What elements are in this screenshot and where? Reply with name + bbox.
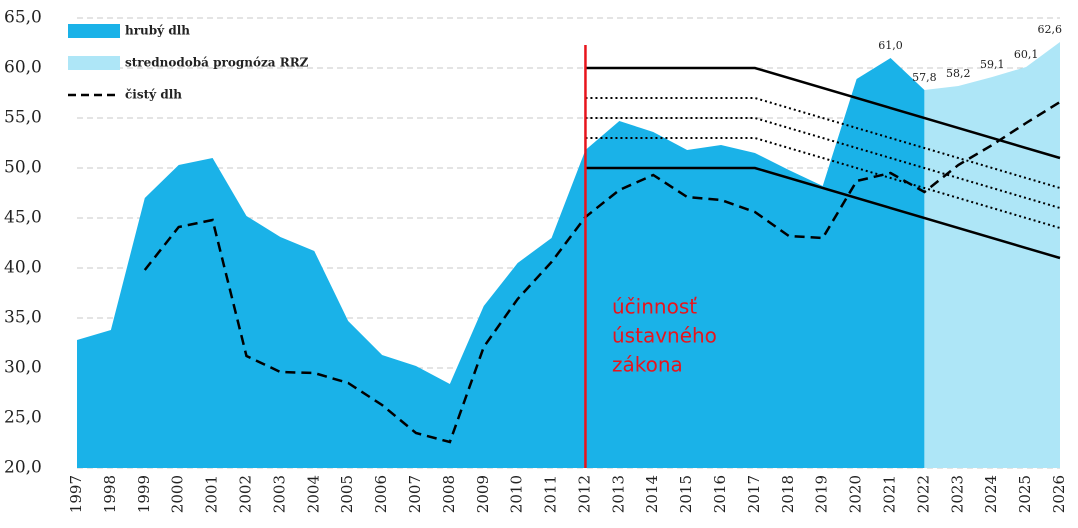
x-tick-label: 2004 (304, 475, 322, 513)
x-tick-label: 2014 (643, 475, 661, 513)
x-tick-label: 2019 (813, 475, 831, 513)
x-tick-label: 2013 (609, 475, 627, 513)
legend-swatch (68, 56, 120, 70)
legend-swatch (68, 24, 120, 38)
area (924, 42, 1060, 468)
value-label: 62,6 (1038, 23, 1063, 36)
y-tick-label: 65,0 (4, 8, 42, 28)
x-tick-label: 2002 (236, 475, 254, 513)
annotation: ústavného (612, 324, 717, 348)
x-tick-label: 2009 (474, 475, 492, 513)
y-tick-label: 30,0 (4, 358, 42, 378)
x-tick-label: 2022 (914, 475, 932, 513)
y-tick-label: 60,0 (4, 58, 42, 78)
x-tick-label: 2021 (881, 475, 899, 513)
value-label: 59,1 (980, 58, 1005, 71)
x-tick-label: 1998 (101, 475, 119, 513)
bracket-line (585, 137, 1061, 229)
y-tick-label: 50,0 (4, 158, 42, 178)
legend-label: čistý dlh (125, 88, 182, 102)
y-tick-label: 20,0 (4, 458, 42, 478)
x-tick-label: 2008 (440, 475, 458, 513)
annotation: zákona (612, 353, 683, 377)
value-label: 57,8 (912, 71, 937, 84)
x-tick-label: 2018 (779, 475, 797, 513)
x-tick-label: 2025 (1016, 475, 1034, 513)
x-tick-label: 2010 (508, 475, 526, 513)
bracket-line (585, 97, 1061, 189)
area (77, 58, 925, 468)
y-tick-label: 45,0 (4, 208, 42, 228)
x-tick-label: 2000 (169, 475, 187, 513)
bracket-line (585, 166, 1061, 260)
x-tick-label: 1999 (135, 475, 153, 513)
x-tick-label: 2016 (711, 475, 729, 513)
y-tick-label: 25,0 (4, 408, 42, 428)
x-tick-label: 2007 (406, 475, 424, 513)
x-tick-label: 2015 (677, 475, 695, 513)
x-tick-label: 2003 (270, 475, 288, 513)
bracket-line (585, 66, 1061, 160)
x-tick-label: 2012 (575, 475, 593, 513)
x-tick-label: 1997 (67, 475, 85, 513)
legend-label: strednodobá prognóza RRZ (125, 56, 309, 70)
value-label: 61,0 (878, 39, 903, 52)
annotation: účinnosť (612, 295, 697, 319)
y-tick-label: 40,0 (4, 258, 42, 278)
bracket-line (585, 117, 1061, 209)
x-tick-label: 2024 (982, 475, 1000, 513)
x-tick-label: 2023 (948, 475, 966, 513)
y-tick-label: 55,0 (4, 108, 42, 128)
y-tick-label: 35,0 (4, 308, 42, 328)
legend-label: hrubý dlh (125, 24, 190, 38)
x-tick-label: 2026 (1050, 475, 1068, 513)
x-tick-label: 2011 (542, 475, 560, 513)
x-tick-label: 2001 (203, 475, 221, 513)
value-label: 58,2 (946, 67, 971, 80)
line (143, 100, 1061, 444)
x-tick-label: 2020 (847, 475, 865, 513)
value-label: 60,1 (1014, 48, 1039, 61)
x-tick-label: 2006 (372, 475, 390, 513)
x-tick-label: 2017 (745, 475, 763, 513)
x-tick-label: 2005 (338, 475, 356, 513)
